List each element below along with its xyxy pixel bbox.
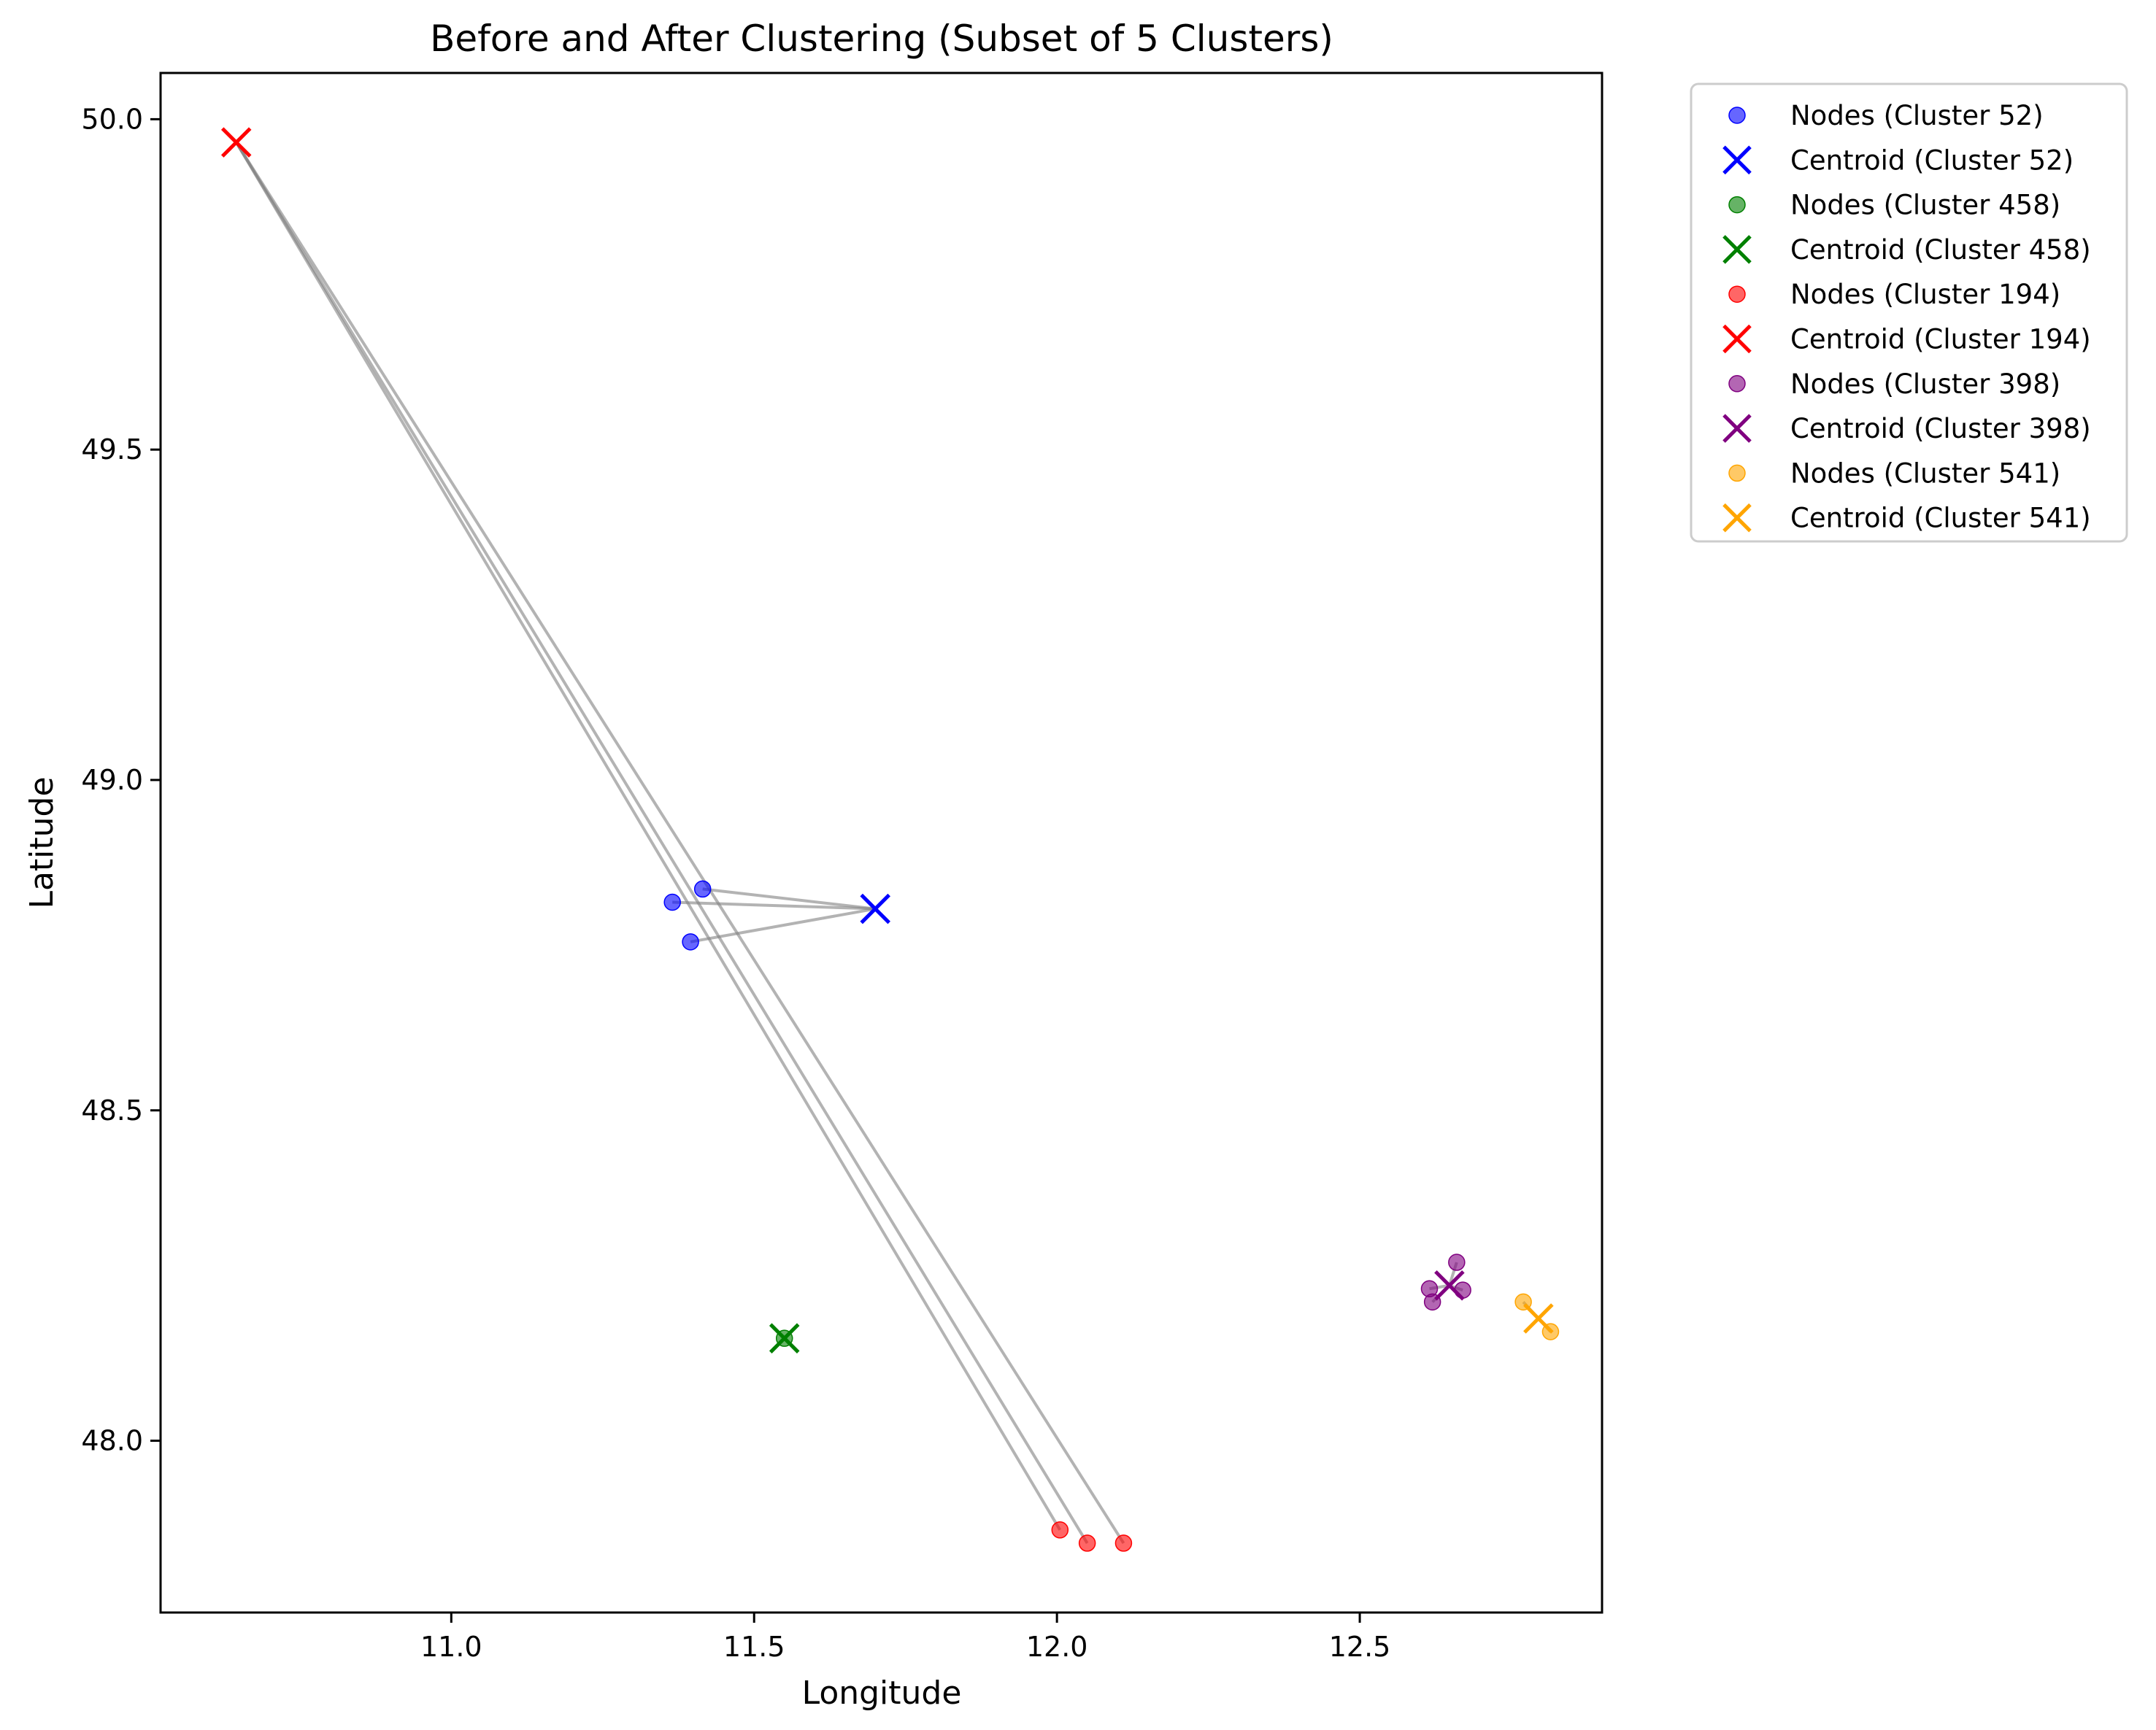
y-tick-label-1: 48.5 <box>81 1094 143 1127</box>
legend-node-marker-cluster-398 <box>1728 375 1746 393</box>
node-point-cluster-194-0 <box>1051 1521 1069 1539</box>
centroid-marker-cluster-458 <box>769 1323 800 1354</box>
y-axis-label: Latitude <box>23 776 61 908</box>
link-cluster-194-2 <box>235 142 1125 1544</box>
legend-centroid-marker-cluster-541 <box>1722 503 1752 533</box>
legend-centroid-marker-cluster-52 <box>1722 145 1752 175</box>
link-cluster-194-1 <box>235 142 1089 1544</box>
legend-frame <box>1690 82 2128 543</box>
x-axis: 11.0 11.5 12.0 12.5 <box>420 1613 1390 1663</box>
centroid-marker-cluster-52 <box>860 893 890 924</box>
marks-layer <box>220 127 1560 1552</box>
y-tick-label-4: 50.0 <box>81 103 143 135</box>
centroid-marker-cluster-398 <box>1434 1270 1465 1301</box>
node-point-cluster-194-1 <box>1078 1534 1096 1552</box>
link-cluster-52-0 <box>672 900 876 911</box>
y-tick-label-2: 49.0 <box>81 764 143 796</box>
legend-node-marker-cluster-194 <box>1728 285 1746 303</box>
chart-title: Before and After Clustering (Subset of 5… <box>430 18 1333 60</box>
legend-label-node-cluster-458: Nodes (Cluster 458) <box>1790 190 2060 221</box>
centroid-marker-cluster-194 <box>220 127 252 158</box>
legend-label-node-cluster-194: Nodes (Cluster 194) <box>1790 279 2060 310</box>
legend: Nodes (Cluster 52) Centroid (Cluster 52) N… <box>1690 82 2128 543</box>
legend-label-node-cluster-541: Nodes (Cluster 541) <box>1790 457 2060 489</box>
x-tick-label-2: 12.0 <box>1026 1631 1088 1663</box>
legend-centroid-marker-cluster-194 <box>1722 324 1752 354</box>
legend-node-marker-cluster-458 <box>1728 196 1746 214</box>
y-tick-label-0: 48.0 <box>81 1425 143 1457</box>
legend-label-node-cluster-52: Nodes (Cluster 52) <box>1790 100 2044 131</box>
legend-node-marker-cluster-541 <box>1728 464 1746 482</box>
y-tick-label-3: 49.5 <box>81 433 143 466</box>
x-tick-label-1: 11.5 <box>723 1631 785 1663</box>
legend-label-node-cluster-398: Nodes (Cluster 398) <box>1790 368 2060 400</box>
link-cluster-194-0 <box>235 142 1062 1531</box>
legend-centroid-marker-cluster-398 <box>1722 414 1752 443</box>
legend-node-marker-cluster-52 <box>1728 107 1746 124</box>
node-point-cluster-398-2 <box>1448 1254 1466 1271</box>
legend-label-centroid-cluster-52: Centroid (Cluster 52) <box>1790 144 2074 176</box>
legend-label-centroid-cluster-541: Centroid (Cluster 541) <box>1790 503 2091 534</box>
node-point-cluster-194-2 <box>1114 1534 1133 1552</box>
x-axis-label: Longitude <box>802 1675 962 1712</box>
x-tick-label-0: 11.0 <box>420 1631 482 1663</box>
legend-label-centroid-cluster-458: Centroid (Cluster 458) <box>1790 234 2091 266</box>
link-cluster-52-1 <box>702 887 876 911</box>
legend-label-centroid-cluster-398: Centroid (Cluster 398) <box>1790 413 2091 444</box>
centroid-marker-cluster-541 <box>1523 1303 1554 1334</box>
node-point-cluster-52-1 <box>693 880 712 898</box>
node-point-cluster-52-0 <box>663 893 681 911</box>
legend-centroid-marker-cluster-458 <box>1722 235 1752 264</box>
y-axis: 48.0 48.5 49.0 49.5 50.0 <box>81 103 161 1457</box>
x-tick-label-3: 12.5 <box>1329 1631 1391 1663</box>
link-cluster-52-2 <box>690 907 876 943</box>
plot-area <box>159 72 1603 1614</box>
node-point-cluster-52-2 <box>682 933 699 951</box>
legend-label-centroid-cluster-194: Centroid (Cluster 194) <box>1790 324 2091 355</box>
